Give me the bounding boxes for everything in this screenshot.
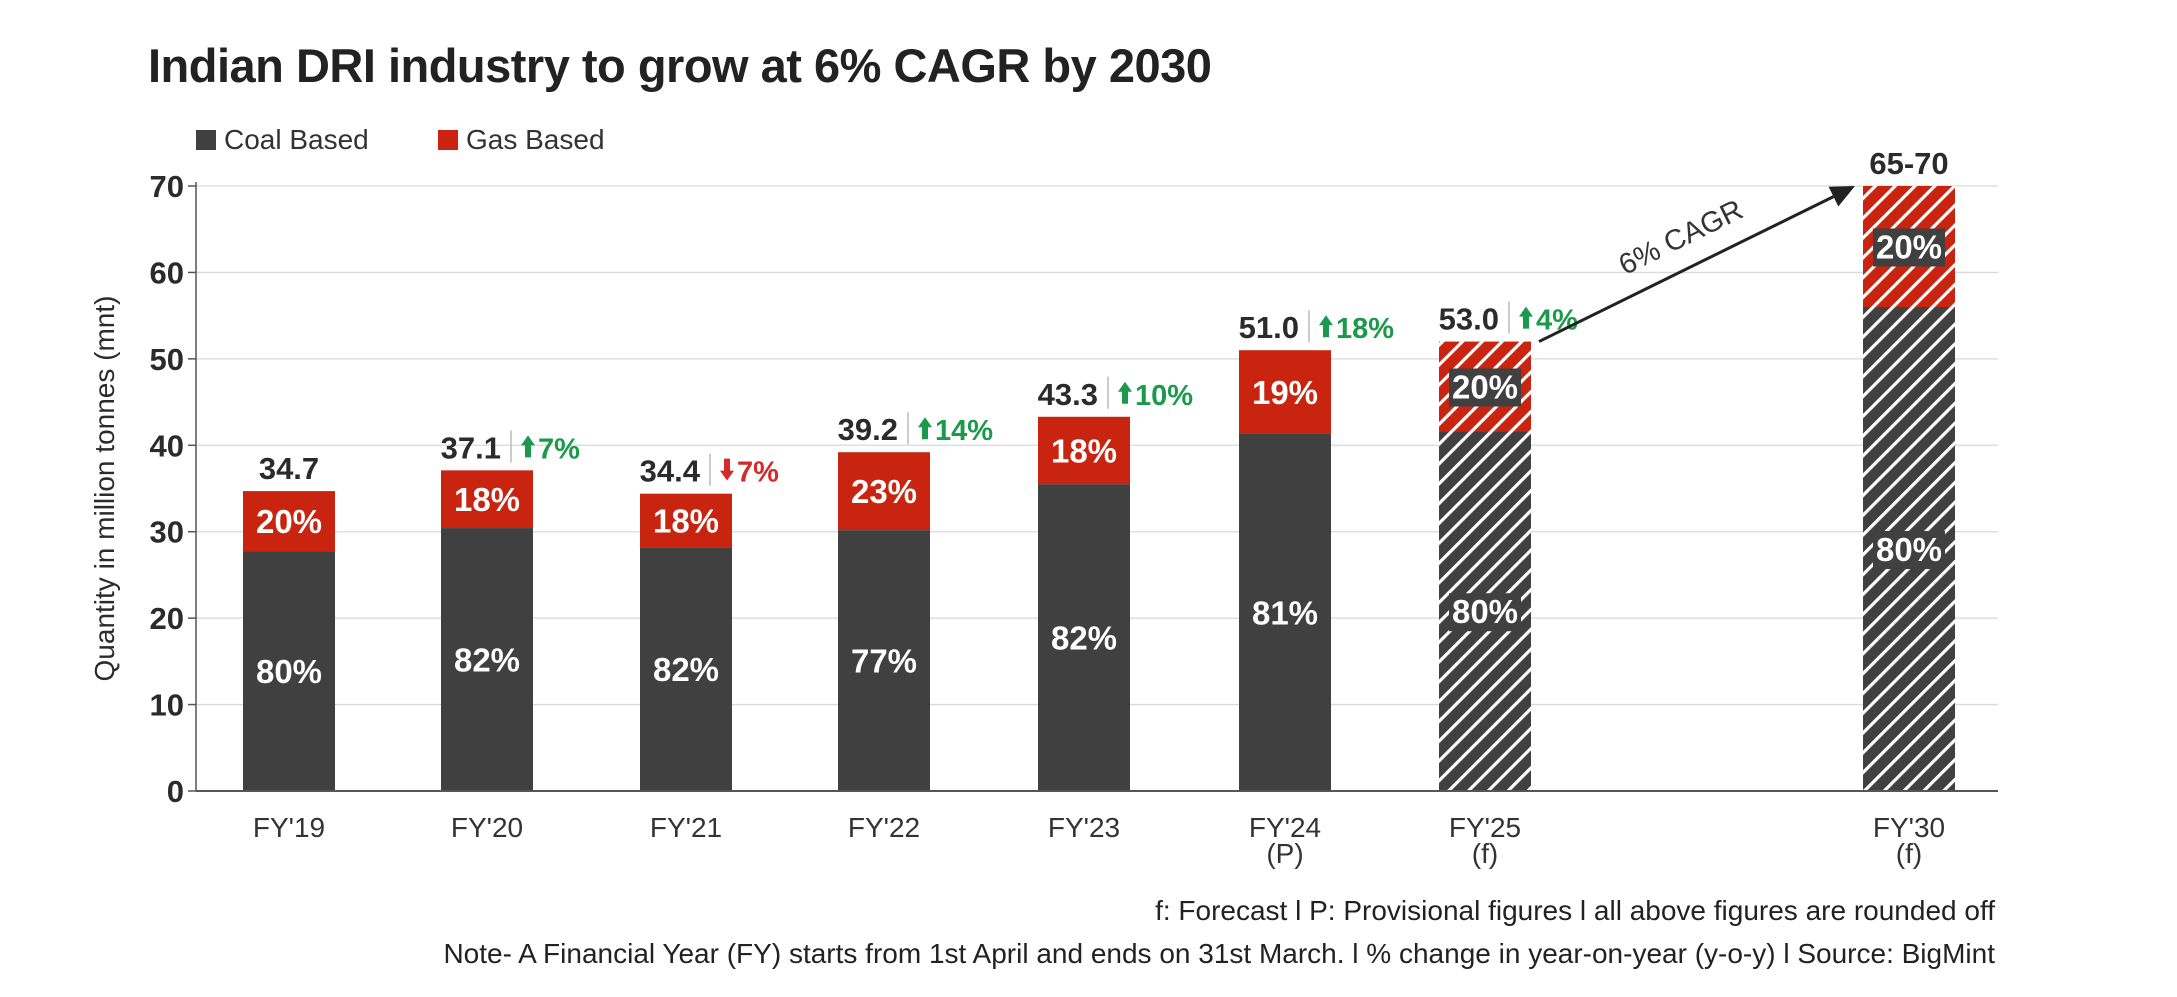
bar-gas-0	[243, 491, 335, 552]
bar-gas-3	[838, 452, 930, 531]
x-tick-label: FY'22	[848, 812, 920, 843]
total-label: 53.0	[1439, 302, 1499, 337]
total-label: 34.4	[640, 454, 701, 489]
y-tick-label: 50	[150, 342, 184, 377]
legend-swatch-coal	[196, 130, 216, 150]
arrow-up-icon	[521, 435, 535, 458]
yoy-change-label: 14%	[935, 415, 993, 447]
chart-title: Indian DRI industry to grow at 6% CAGR b…	[148, 39, 1212, 92]
total-label: 34.7	[259, 451, 319, 486]
y-tick-label: 30	[150, 515, 184, 550]
legend-label-coal: Coal Based	[224, 124, 369, 155]
coal-share-label: 82%	[454, 642, 520, 679]
arrow-up-icon	[1319, 315, 1333, 338]
x-tick-label: FY'24	[1249, 812, 1321, 843]
arrow-up-icon	[1519, 306, 1533, 329]
coal-share-label: 81%	[1252, 594, 1318, 631]
total-label: 51.0	[1239, 310, 1299, 345]
bar-gas-1	[441, 470, 533, 529]
bar-coal-3	[838, 530, 930, 791]
gas-share-label: 23%	[851, 473, 917, 510]
coal-share-label: 80%	[1876, 531, 1942, 568]
coal-share-label: 82%	[1051, 620, 1117, 657]
cagr-annotation: 6% CAGR	[1614, 194, 1748, 282]
coal-share-label-bg	[1449, 593, 1521, 632]
bar-coal-4	[1038, 484, 1130, 791]
yoy-change-label: 10%	[1135, 380, 1193, 412]
y-tick-label: 10	[150, 688, 184, 723]
cagr-arrow-head-icon	[1828, 186, 1855, 207]
gas-share-label: 18%	[653, 502, 719, 539]
gas-share-label: 18%	[1051, 432, 1117, 469]
gas-share-label: 19%	[1252, 374, 1318, 411]
x-tick-label: FY'19	[253, 812, 325, 843]
y-tick-label: 70	[150, 169, 184, 204]
x-tick-sublabel: (f)	[1472, 838, 1498, 869]
total-label: 43.3	[1038, 377, 1098, 412]
legend-item-gas: Gas Based	[438, 124, 605, 156]
y-axis-title: Quantity in million tonnes (mnt)	[89, 296, 120, 682]
bar-coal-5	[1239, 433, 1331, 791]
coal-share-label: 80%	[256, 653, 322, 690]
total-label: 39.2	[838, 412, 898, 447]
legend-label-gas: Gas Based	[466, 124, 605, 155]
gas-share-label-bg	[1449, 368, 1521, 407]
x-tick-sublabel: (P)	[1266, 838, 1303, 869]
gas-share-label-bg	[1873, 228, 1945, 267]
x-tick-label: FY'30	[1873, 812, 1945, 843]
x-tick-sublabel: (f)	[1896, 838, 1922, 869]
total-label: 65-70	[1869, 146, 1948, 181]
x-tick-label: FY'25	[1449, 812, 1521, 843]
y-tick-label: 0	[167, 774, 184, 809]
yoy-change-label: 18%	[1336, 313, 1394, 345]
bars	[243, 186, 1955, 791]
legend-item-coal: Coal Based	[196, 124, 369, 156]
axes: 0 10 20 30 40 50 60 70 Quantity in million tonne…	[89, 169, 1998, 869]
yoy-change-label: 7%	[737, 457, 779, 489]
coal-share-label: 77%	[851, 643, 917, 680]
arrow-up-icon	[1118, 381, 1132, 404]
arrow-up-icon	[918, 417, 932, 440]
coal-share-label-bg	[1873, 531, 1945, 569]
bar-gas-4	[1038, 416, 1130, 485]
gas-share-label: 18%	[454, 481, 520, 518]
y-tick-label: 20	[150, 601, 184, 636]
bar-coal-1	[441, 528, 533, 791]
bar-coal-0	[243, 551, 335, 791]
cagr-arrow-line	[1538, 195, 1835, 343]
y-tick-label: 40	[150, 428, 184, 463]
x-tick-label: FY'23	[1048, 812, 1120, 843]
footnote-legend-key: f: Forecast l P: Provisional figures l a…	[1155, 895, 1995, 926]
gas-share-label: 20%	[1876, 229, 1942, 266]
total-label: 37.1	[441, 430, 501, 465]
gas-share-label: 20%	[256, 503, 322, 540]
legend-swatch-gas	[438, 130, 458, 150]
x-tick-label: FY'21	[650, 812, 722, 843]
coal-share-label: 82%	[653, 651, 719, 688]
bar-coal-2	[640, 547, 732, 791]
x-tick-label: FY'20	[451, 812, 523, 843]
gas-share-label: 20%	[1452, 369, 1518, 406]
bar-gas-5	[1239, 350, 1331, 434]
bar-labels: 80% 20% 34.7 82% 18% 37.1 7% 82% 18% 34.4 7% 77% 23%…	[256, 146, 1949, 690]
y-tick-label: 60	[150, 255, 184, 290]
coal-share-label: 80%	[1452, 593, 1518, 630]
bar-gas-2	[640, 493, 732, 548]
yoy-change-label: 7%	[538, 433, 580, 465]
arrow-down-icon	[720, 458, 734, 481]
footnote-source-note: Note- A Financial Year (FY) starts from …	[443, 938, 1995, 969]
